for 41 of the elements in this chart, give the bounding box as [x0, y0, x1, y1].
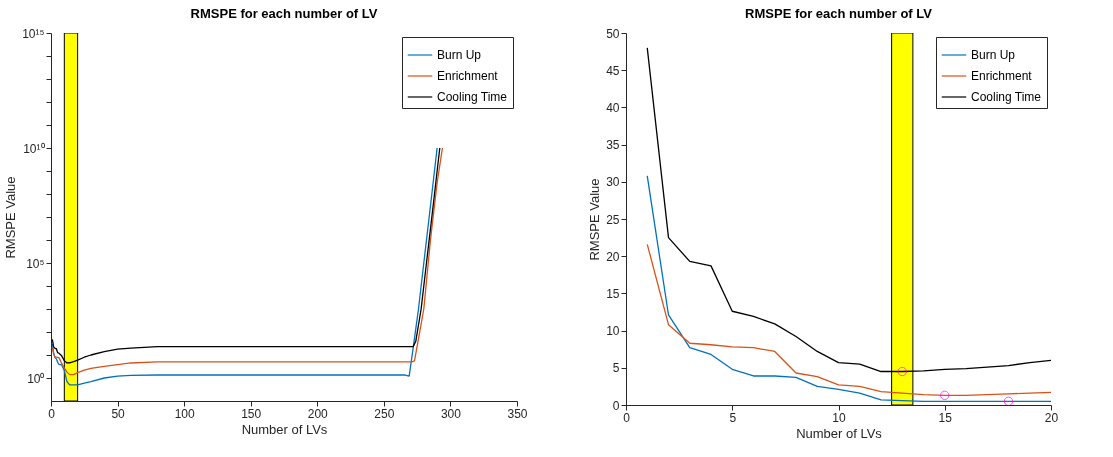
legend-label: Burn Up: [437, 48, 482, 62]
line-series: [646, 175, 1051, 402]
x-tick-label: 250: [374, 406, 395, 421]
x-tick-label: 200: [307, 406, 329, 421]
y-tick-label: 5: [612, 361, 620, 376]
legend-label: Enrichment: [971, 69, 1033, 83]
y-tick-label: 10¹⁰: [23, 141, 45, 156]
x-axis-title: Number of LVs: [796, 425, 883, 441]
y-tick-label: 50: [606, 26, 620, 41]
legend-label: Cooling Time: [971, 90, 1042, 104]
chart-title: RMSPE for each number of LV: [190, 6, 378, 21]
x-tick-label: 150: [241, 406, 262, 421]
y-axis-title: RMSPE Value: [587, 178, 603, 261]
y-tick-label: 25: [606, 212, 620, 227]
x-tick-label: 300: [440, 406, 462, 421]
x-tick-label: 5: [729, 410, 737, 425]
x-tick-label: 0: [48, 406, 56, 421]
y-tick-label: 35: [606, 138, 620, 153]
y-tick-label: 20: [606, 249, 620, 264]
x-tick-label: 10: [832, 410, 846, 425]
x-tick-label: 100: [174, 406, 195, 421]
x-tick-label: 20: [1044, 410, 1059, 425]
x-tick-label: 350: [507, 406, 528, 421]
chart-title: RMSPE for each number of LV: [745, 6, 933, 21]
y-axis-title: RMSPE Value: [3, 176, 19, 259]
x-tick-label: 0: [623, 410, 631, 425]
y-tick-label: 10⁵: [26, 256, 45, 271]
y-tick-label: 40: [606, 100, 620, 115]
y-tick-label: 30: [606, 175, 620, 190]
line-series: [646, 243, 1051, 396]
x-tick-label: 15: [938, 410, 953, 425]
legend-label: Burn Up: [971, 48, 1016, 62]
legend-label: Enrichment: [437, 69, 499, 83]
y-tick-label: 10¹⁵: [22, 26, 45, 41]
y-tick-label: 10: [606, 324, 620, 339]
y-tick-label: 15: [606, 286, 620, 301]
x-axis-title: Number of LVs: [241, 421, 328, 437]
y-tick-label: 10⁰: [27, 371, 45, 386]
y-tick-label: 45: [606, 63, 620, 78]
x-tick-label: 50: [111, 406, 126, 421]
legend-label: Cooling Time: [437, 90, 508, 104]
